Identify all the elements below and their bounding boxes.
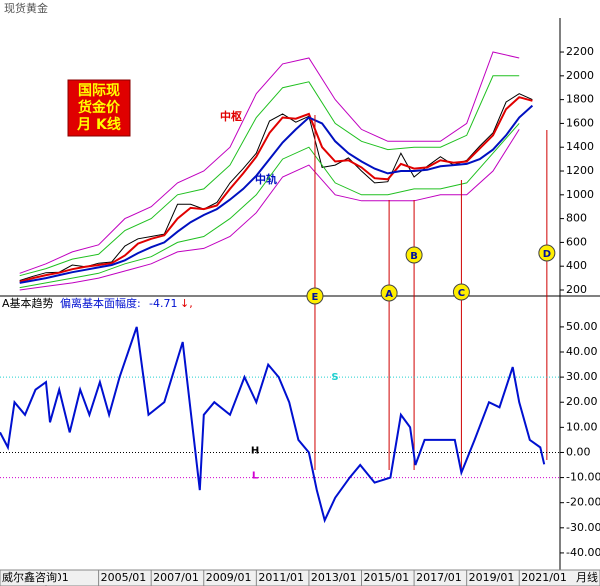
chart-title: 现货黄金 [4,1,48,15]
marker-label: D [543,249,551,260]
marker-circle [380,284,398,302]
period: 月线 [576,570,598,584]
box-text: 国际现 [78,83,120,99]
x-tick-label: 2007/01 [153,571,199,584]
y-tick-label: 20.00 [566,395,598,408]
y-tick-label: 1400 [566,140,594,153]
series-label: 中枢 [220,109,242,123]
y-tick-label: 200 [566,283,587,296]
box-text: 月 K线 [76,116,121,133]
marker-label: A [385,289,393,300]
y-tick-label: 400 [566,259,587,272]
y-tick-label: 30.00 [566,370,598,383]
y-tick-label: 10.00 [566,420,598,433]
title-box: 国际现 货金价 月 K线 [67,79,131,137]
label-bg [1,571,58,585]
series-line [19,104,534,284]
y-tick-label: 1600 [566,116,594,129]
x-tick-label: 2013/01 [311,571,357,584]
x-tick-label: 2021/01 [521,571,567,584]
marker-circle [405,246,423,264]
y-tick-label: 0.00 [566,445,591,458]
x-tick-label: 2017/01 [416,571,462,584]
y-tick-label: 1000 [566,188,594,201]
reference-label: H [251,445,259,456]
x-axis-bar [0,569,600,586]
y-tick-label: 800 [566,212,587,225]
reference-label: S [331,372,338,383]
y-tick-label: 1800 [566,93,594,106]
indicator-name: A基本趋势 [2,296,54,310]
y-tick-label: 1200 [566,164,594,177]
label-bg [575,571,599,585]
y-tick-label: 2000 [566,69,594,82]
x-tick-label: 2015/01 [364,571,410,584]
series-line [19,129,520,291]
x-tick-label: 2005/01 [101,571,147,584]
marker-label: B [410,251,418,262]
series-line [19,51,520,274]
reference-label: L [252,471,259,482]
series-line [19,75,520,277]
box [67,79,131,137]
x-tick-label: 2011/01 [258,571,304,584]
y-tick-label: -40.00 [566,546,600,559]
indicator-arrow: ↓, [180,297,193,310]
marker-circle [538,244,556,262]
y-tick-label: -30.00 [566,521,600,534]
box-text: 货金价 [77,99,121,116]
y-tick-label: 50.00 [566,320,598,333]
y-tick-label: -20.00 [566,496,600,509]
marker-label: E [312,292,319,303]
marker-label: C [458,288,465,299]
marker-circle [452,283,470,301]
y-tick-label: 40.00 [566,345,598,358]
indicator-desc: 偏离基本面幅度: [60,296,141,310]
x-tick-label: 2019/01 [469,571,515,584]
y-tick-label: 600 [566,235,587,248]
series-line [19,123,520,289]
series-line [19,96,533,283]
brand: 威尔鑫咨询 [2,570,57,584]
x-tick-label: 2009/01 [206,571,252,584]
y-tick-label: 2200 [566,45,594,58]
marker-circle [306,287,324,305]
indicator-value: -4.71 [149,297,177,310]
y-tick-label: -10.00 [566,471,600,484]
series-line [0,326,546,524]
series-label: 中轨 [255,172,277,186]
